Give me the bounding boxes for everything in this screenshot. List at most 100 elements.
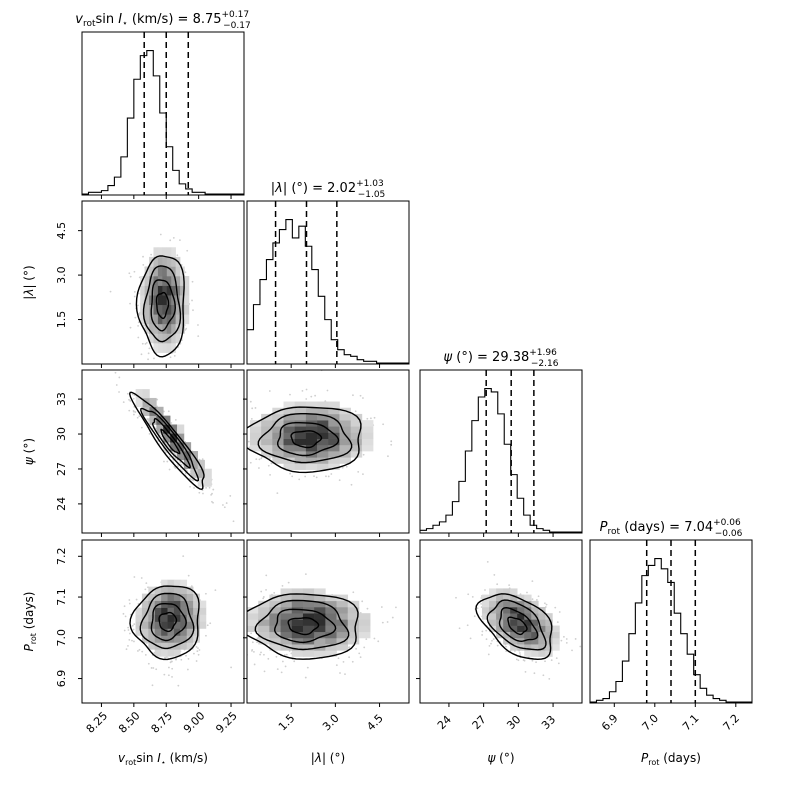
density-cell — [269, 606, 281, 614]
density-cell — [291, 625, 304, 633]
density-cell — [142, 389, 150, 399]
scatter-point — [211, 500, 213, 503]
scatter-point — [133, 640, 135, 643]
density-cell — [167, 607, 175, 615]
density-cell — [328, 413, 340, 421]
panel-frame — [246, 369, 410, 534]
panel-content — [455, 560, 582, 680]
density-cell — [153, 247, 159, 258]
contour-line — [128, 391, 205, 491]
scatter-point — [182, 555, 185, 558]
density-cell — [280, 613, 293, 620]
joint-panel-vsini-psi: 24 27 30 33 — [55, 369, 245, 537]
density-cell — [317, 451, 329, 458]
panel-content — [114, 371, 235, 523]
scatter-point — [131, 393, 134, 396]
density-cell — [517, 625, 525, 633]
density-cell — [170, 442, 178, 452]
scatter-point — [163, 673, 166, 676]
scatter-point — [198, 649, 201, 651]
scatter-point — [184, 271, 187, 274]
x-axis-label-prot: Prot (days) — [641, 751, 701, 767]
density-cell — [157, 333, 163, 344]
joint-panel-psi-prot: 24 27 30 33 — [416, 539, 583, 732]
scatter-point — [355, 647, 357, 650]
density-cell — [272, 444, 284, 452]
density-cell — [503, 619, 511, 626]
density-cell — [148, 593, 156, 601]
scatter-point — [248, 446, 251, 449]
scatter-point — [175, 658, 177, 661]
density-cell — [272, 413, 284, 421]
density-cell — [184, 276, 190, 286]
density-cell — [314, 600, 326, 608]
density-cell — [157, 247, 163, 258]
scatter-point — [496, 644, 499, 647]
title-plus-error: +0.06 — [713, 518, 741, 528]
density-cell — [162, 333, 168, 344]
contour-line — [276, 422, 340, 457]
scatter-point — [109, 290, 112, 293]
histogram-step-lambda — [247, 219, 409, 364]
density-cell — [510, 594, 518, 602]
panel-content — [109, 233, 200, 361]
scatter-point — [330, 473, 333, 475]
density-cell — [258, 613, 270, 620]
density-cell — [283, 451, 296, 458]
density-cell — [258, 619, 270, 626]
scatter-point — [560, 639, 563, 642]
scatter-point — [173, 354, 176, 357]
y-tick-label: 7.0 — [55, 629, 68, 647]
density-cell — [350, 444, 363, 452]
scatter-point — [138, 276, 141, 279]
scatter-point — [505, 645, 507, 648]
scatter-point — [168, 455, 171, 458]
scatter-point — [291, 475, 294, 478]
scatter-point — [128, 599, 131, 601]
scatter-point — [531, 659, 534, 662]
x-axis-label-vsini: vrotsin I⋆ (km/s) — [118, 751, 208, 767]
density-cell — [186, 600, 194, 608]
title-minus-error: −2.16 — [531, 359, 559, 369]
scatter-point — [390, 443, 393, 446]
scatter-point — [350, 483, 353, 486]
scatter-point — [174, 418, 177, 421]
density-cell — [538, 619, 546, 626]
density-cell — [317, 463, 329, 470]
density-cell — [531, 606, 539, 614]
y-axis-label-lambda: |λ| (°) — [22, 265, 36, 299]
scatter-point — [170, 422, 173, 424]
scatter-point — [263, 653, 265, 656]
density-cell — [283, 407, 296, 415]
scatter-point — [141, 342, 144, 345]
density-cell — [154, 649, 162, 657]
scatter-point — [222, 504, 224, 506]
density-cell — [325, 631, 337, 639]
scatter-point — [258, 467, 260, 469]
title-plus-error: +0.17 — [222, 10, 250, 20]
scatter-point — [289, 393, 291, 396]
density-cell — [305, 401, 318, 409]
density-cell — [180, 285, 185, 296]
density-cell — [347, 637, 360, 645]
scatter-point — [197, 653, 200, 656]
density-cell — [180, 593, 188, 601]
density-cell — [175, 285, 181, 296]
density-cell — [162, 256, 168, 267]
density-cell — [545, 613, 553, 620]
density-cell — [162, 304, 168, 315]
scatter-point — [118, 376, 121, 379]
density-cell — [157, 256, 163, 267]
panel-frame — [81, 369, 245, 534]
density-cell — [524, 650, 532, 657]
contour-line — [247, 593, 359, 660]
scatter-point — [128, 602, 131, 605]
scatter-point — [144, 654, 147, 656]
scatter-point — [480, 602, 483, 605]
density-cell — [489, 619, 497, 626]
density-cell — [149, 266, 154, 277]
scatter-point — [269, 473, 271, 476]
density-cell — [531, 650, 539, 657]
scatter-point — [281, 660, 284, 663]
density-cell — [167, 579, 175, 587]
